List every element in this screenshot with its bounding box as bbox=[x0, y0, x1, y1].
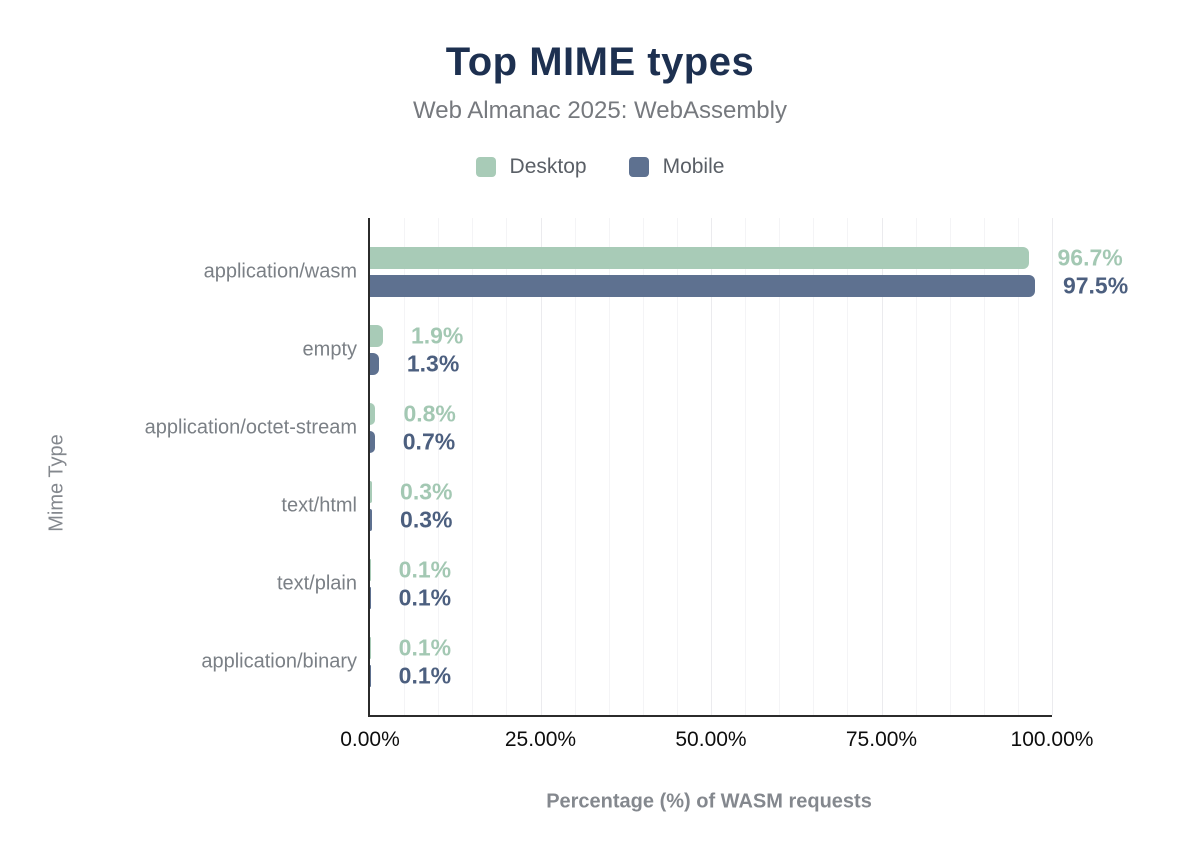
page-subtitle: Web Almanac 2025: WebAssembly bbox=[413, 97, 787, 124]
gridline bbox=[847, 218, 849, 715]
plot-area: application/wasm 96.7% 97.5% empty 1.9% 1.3% a… bbox=[145, 218, 1128, 751]
gridline bbox=[745, 218, 747, 715]
bar-mobile[interactable] bbox=[370, 509, 373, 531]
value-label-mobile: 0.3% bbox=[400, 506, 453, 533]
gridline bbox=[642, 218, 644, 715]
legend-label-mobile: Mobile bbox=[662, 155, 725, 178]
bar-desktop[interactable] bbox=[370, 481, 373, 503]
x-tick-label: 75.00% bbox=[845, 728, 918, 751]
bar-mobile[interactable] bbox=[370, 431, 375, 453]
bar-mobile[interactable] bbox=[370, 353, 379, 375]
gridline bbox=[881, 218, 883, 715]
mobile-swatch-icon bbox=[628, 157, 649, 177]
gridline bbox=[813, 218, 815, 715]
gridline bbox=[540, 218, 542, 715]
value-label-desktop: 1.9% bbox=[410, 322, 464, 349]
x-tick-label: 100.00% bbox=[1010, 728, 1094, 751]
gridline bbox=[404, 218, 406, 715]
gridline bbox=[949, 218, 951, 715]
gridline bbox=[915, 218, 917, 715]
value-label-desktop: 0.8% bbox=[403, 400, 456, 427]
x-axis-title: Percentage (%) of WASM requests bbox=[546, 790, 872, 813]
gridline bbox=[779, 218, 781, 715]
bar-mobile[interactable] bbox=[370, 275, 1035, 297]
gridline bbox=[711, 218, 712, 715]
gridline bbox=[608, 218, 610, 715]
value-label-mobile: 97.5% bbox=[1062, 272, 1129, 299]
legend-label-desktop: Desktop bbox=[509, 155, 587, 178]
bar-desktop[interactable] bbox=[370, 559, 371, 581]
legend: Desktop Mobile bbox=[0, 155, 1200, 179]
x-tick-label: 50.00% bbox=[675, 728, 747, 751]
x-tick-label: 0.00% bbox=[340, 728, 400, 751]
bar-desktop[interactable] bbox=[370, 247, 1030, 269]
y-axis-title: Mime Type bbox=[45, 434, 68, 532]
gridline bbox=[676, 218, 678, 715]
value-label-mobile: 0.1% bbox=[398, 584, 452, 611]
category-label: application/binary bbox=[201, 650, 357, 673]
gridline bbox=[983, 218, 985, 715]
gridline bbox=[438, 218, 440, 715]
legend-item-desktop: Desktop bbox=[475, 155, 587, 179]
bar-desktop[interactable] bbox=[370, 637, 371, 659]
category-label: application/wasm bbox=[203, 260, 357, 283]
value-label-desktop: 0.1% bbox=[398, 556, 452, 583]
page-title: Top MIME types bbox=[445, 40, 755, 84]
bar-mobile[interactable] bbox=[370, 665, 371, 687]
category-label: application/octet-stream bbox=[144, 416, 357, 439]
category-label: text/html bbox=[281, 494, 357, 517]
value-label-mobile: 0.1% bbox=[398, 662, 452, 689]
value-label-mobile: 0.7% bbox=[402, 428, 456, 455]
category-label: empty bbox=[302, 338, 357, 361]
value-label-desktop: 96.7% bbox=[1057, 244, 1123, 271]
bar-desktop[interactable] bbox=[370, 403, 376, 425]
gridline bbox=[472, 218, 474, 715]
gridline bbox=[574, 218, 576, 715]
legend-item-mobile: Mobile bbox=[628, 155, 725, 179]
bar-desktop[interactable] bbox=[370, 325, 383, 347]
value-label-desktop: 0.3% bbox=[400, 478, 453, 505]
value-label-desktop: 0.1% bbox=[398, 634, 452, 661]
bar-mobile[interactable] bbox=[370, 587, 371, 609]
value-label-mobile: 1.3% bbox=[406, 350, 460, 377]
x-tick-label: 25.00% bbox=[504, 728, 577, 751]
gridline bbox=[1017, 218, 1019, 715]
desktop-swatch-icon bbox=[475, 157, 496, 177]
gridline bbox=[1052, 218, 1053, 715]
gridline bbox=[506, 218, 508, 715]
category-label: text/plain bbox=[276, 572, 357, 595]
